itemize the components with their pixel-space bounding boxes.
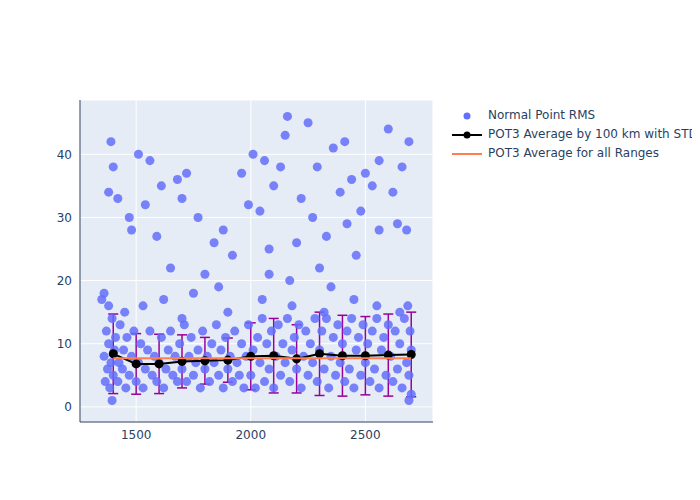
svg-text:20: 20 (57, 274, 72, 288)
html-text:Normal Point RMS: Normal Point RMS (488, 108, 596, 122)
svg-text:10: 10 (57, 337, 72, 351)
html-text:POT3 Average by 100 km with ST: POT3 Average by 100 km with STD (488, 127, 698, 141)
svg-text:0: 0 (64, 400, 72, 414)
svg-text:30: 30 (57, 211, 72, 225)
html-text:POT3 Average for all Ranges: POT3 Average for all Ranges (488, 146, 659, 160)
svg-text:2000: 2000 (235, 428, 266, 442)
svg-text:1500: 1500 (121, 428, 152, 442)
svg-text:2500: 2500 (350, 428, 381, 442)
svg-text:40: 40 (57, 148, 72, 162)
